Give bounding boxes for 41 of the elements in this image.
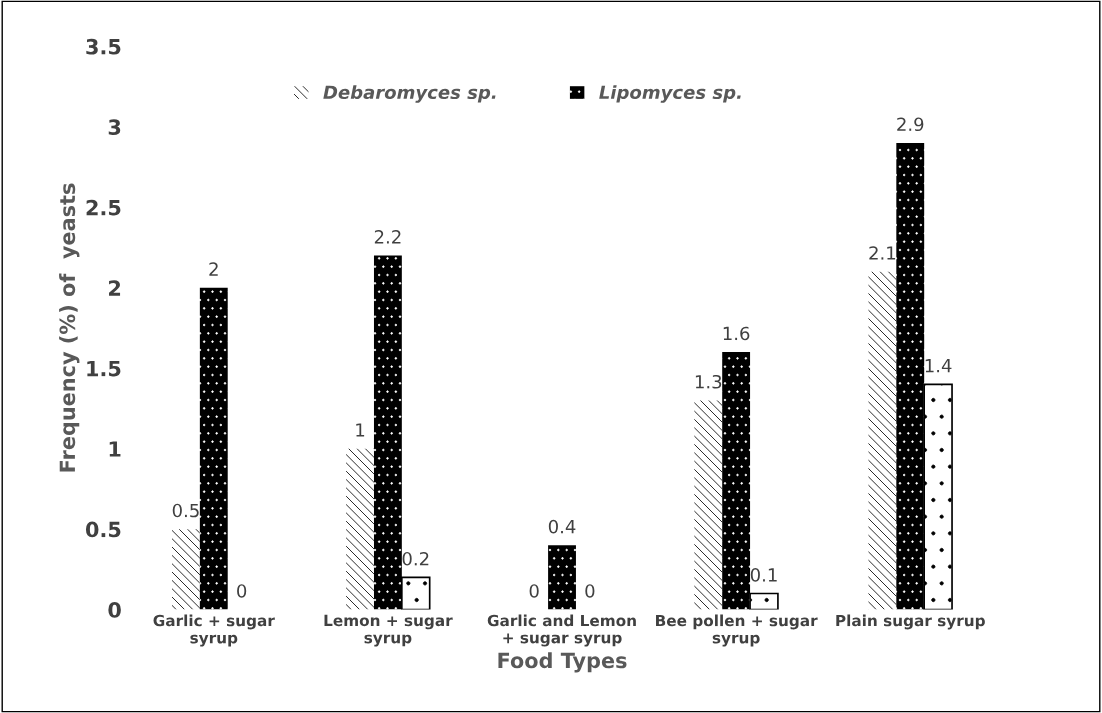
y-tick-label: 1	[109, 441, 121, 457]
data-label: 0	[237, 584, 247, 598]
data-label: 0.1	[750, 568, 777, 582]
x-tick-label: Garlic and Lemon + sugar syrup	[487, 614, 636, 647]
bar	[373, 255, 402, 610]
data-label: 2.1	[869, 246, 896, 260]
data-label: 1	[356, 423, 365, 437]
bar	[199, 287, 228, 610]
legend-label: Debaromyces sp.	[323, 85, 496, 103]
data-label: 0.5	[172, 503, 199, 518]
data-label: 1.3	[695, 374, 722, 389]
x-tick-label: Bee pollen + sugar syrup	[656, 614, 818, 647]
data-label: 0	[529, 584, 539, 598]
y-tick-label: 3	[108, 119, 121, 136]
legend-label: Lipomyces sp.	[599, 85, 741, 103]
bar	[694, 400, 723, 610]
bar	[896, 142, 925, 610]
data-label: 2	[209, 262, 218, 276]
data-label: 0	[585, 584, 595, 598]
x-tick-label: Lemon + sugar syrup	[324, 614, 453, 647]
y-tick-label: 0.5	[85, 521, 121, 538]
x-axis-title: Food Types	[498, 652, 627, 673]
x-tick-label: Plain sugar syrup	[836, 614, 985, 630]
x-tick-label: Garlic + sugar syrup	[153, 614, 275, 647]
bar	[172, 529, 200, 610]
data-label: 2.9	[897, 117, 924, 132]
y-tick-label: 1.5	[87, 360, 121, 377]
y-tick-label: 2	[109, 280, 121, 296]
data-label: 2.2	[374, 230, 401, 244]
bar	[868, 271, 897, 610]
bar	[548, 545, 576, 610]
y-tick-label: 0	[108, 602, 121, 618]
bar	[722, 352, 751, 610]
y-tick-label: 3.5	[86, 38, 121, 55]
data-label: 1.6	[723, 326, 750, 341]
data-label: 0.2	[402, 551, 429, 566]
data-label: 0.4	[548, 519, 576, 534]
data-label: 1.4	[925, 359, 952, 373]
bar	[346, 448, 374, 610]
y-tick-label: 2.5	[86, 199, 121, 216]
y-axis-title: Frequency (%) of yeasts	[59, 183, 80, 472]
